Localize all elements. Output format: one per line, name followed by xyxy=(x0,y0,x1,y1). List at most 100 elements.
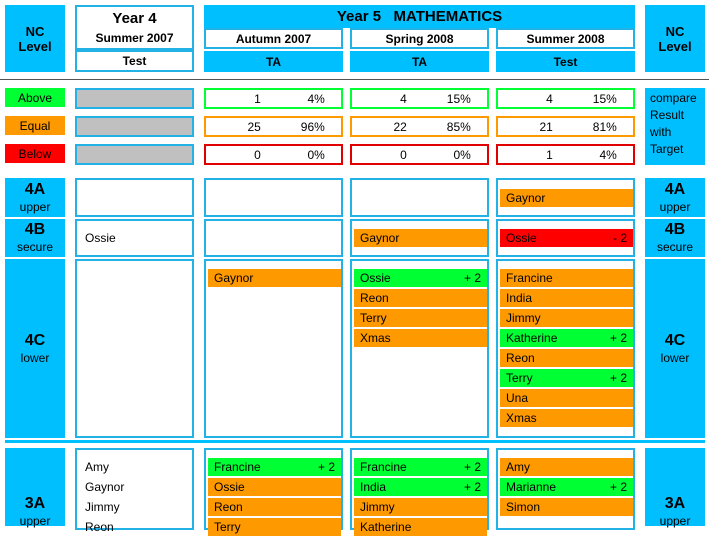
nc-level-header-right: NC Level xyxy=(645,5,705,72)
year4-4b-cell xyxy=(75,219,194,257)
student-pill: Amy xyxy=(500,458,633,476)
level-band: upper xyxy=(659,514,691,528)
student-name: Ossie xyxy=(506,231,537,245)
nc-level-label: NC Level xyxy=(658,23,692,54)
student-name: Xmas xyxy=(506,411,537,425)
percent: 96% xyxy=(300,119,325,134)
level-code: 4B xyxy=(24,221,46,238)
student-name: Terry xyxy=(214,520,241,534)
student-pill: Xmas xyxy=(500,409,633,427)
percent: 0% xyxy=(453,147,471,162)
summer-above-stat: 4 15% xyxy=(496,88,635,109)
student-pill: India + 2 xyxy=(354,478,487,496)
year4-name: Jimmy xyxy=(85,500,120,514)
year4-name: Amy xyxy=(85,460,109,474)
percent: 15% xyxy=(446,91,471,106)
level-code: 4A xyxy=(24,180,46,198)
student-name: Jimmy xyxy=(506,311,541,325)
student-pill: Ossie - 2 xyxy=(500,229,633,247)
student-pill: Ossie + 2 xyxy=(354,269,487,287)
equal-label: Equal xyxy=(5,116,65,135)
student-name: Francine xyxy=(214,460,261,474)
percent: 4% xyxy=(599,147,617,162)
above-label: Above xyxy=(5,88,65,107)
student-delta: + 2 xyxy=(609,480,627,494)
level-4b-right: 4B secure xyxy=(645,219,705,257)
student-name: Una xyxy=(506,391,529,405)
student-delta: + 2 xyxy=(317,460,335,474)
student-pill: Ossie xyxy=(208,478,341,496)
year4-4a-cell xyxy=(75,178,194,217)
autumn-4a-cell xyxy=(204,178,343,217)
student-pill: Francine + 2 xyxy=(208,458,341,476)
autumn-term-label: Autumn 2007 xyxy=(204,28,343,49)
year4-header: Year 4 Summer 2007 xyxy=(75,5,194,50)
level-4c-left: 4C lower xyxy=(5,259,65,438)
student-pill: Reon xyxy=(208,498,341,516)
student-name: Xmas xyxy=(360,331,391,345)
student-pill: Terry xyxy=(208,518,341,536)
level-code: 4C xyxy=(24,331,46,349)
autumn-type: TA xyxy=(204,51,343,72)
student-name: Gaynor xyxy=(360,231,400,245)
level-4a-right: 4A upper xyxy=(645,178,705,217)
spring-below-stat: 0 0% xyxy=(350,144,489,165)
student-name: Reon xyxy=(360,291,389,305)
summer-term-label: Summer 2008 xyxy=(496,28,635,49)
nc-level-header-left: NC Level xyxy=(5,5,65,72)
level-band: secure xyxy=(656,240,694,254)
percent: 4% xyxy=(307,91,325,106)
nc-level-label: NC Level xyxy=(18,23,52,54)
student-pill: Katherine xyxy=(354,518,487,536)
student-name: India xyxy=(506,291,533,305)
percent: 0% xyxy=(307,147,325,162)
summer-type: Test xyxy=(496,51,635,72)
student-pill: Xmas xyxy=(354,329,487,347)
year4-equal-blank xyxy=(75,116,194,137)
level-band: upper xyxy=(659,199,691,214)
percent: 15% xyxy=(592,91,617,106)
spring-equal-stat: 22 85% xyxy=(350,116,489,137)
count: 4 xyxy=(546,91,553,106)
count: 1 xyxy=(254,91,261,106)
header-divider xyxy=(0,79,709,80)
year4-title: Year 4 xyxy=(112,9,157,27)
student-pill: Terry + 2 xyxy=(500,369,633,387)
student-pill: Simon xyxy=(500,498,633,516)
autumn-equal-stat: 25 96% xyxy=(204,116,343,137)
autumn-above-stat: 1 4% xyxy=(204,88,343,109)
summer-equal-stat: 21 81% xyxy=(496,116,635,137)
student-pill: Gaynor xyxy=(354,229,487,247)
student-pill: Francine + 2 xyxy=(354,458,487,476)
student-delta: + 2 xyxy=(609,371,627,385)
student-name: Reon xyxy=(214,500,243,514)
student-pill: Francine xyxy=(500,269,633,287)
student-pill: Marianne + 2 xyxy=(500,478,633,496)
spring-term-label: Spring 2008 xyxy=(350,28,489,49)
compare-note: compare Result with Target xyxy=(645,88,705,165)
level-code: 3A xyxy=(24,495,46,512)
student-delta: - 2 xyxy=(612,231,627,245)
summer-4c-cell xyxy=(496,259,635,438)
level-band: upper xyxy=(19,199,51,214)
year5-title: Year 5 MATHEMATICS xyxy=(204,5,635,28)
level-4b-left: 4B secure xyxy=(5,219,65,257)
spring-type: TA xyxy=(350,51,489,72)
year4-type: Test xyxy=(75,50,194,72)
count: 4 xyxy=(400,91,407,106)
level-code: 4C xyxy=(664,331,686,349)
level-code: 3A xyxy=(664,495,686,512)
level-3a-right: 3A upper xyxy=(645,448,705,528)
student-pill: Reon xyxy=(500,349,633,367)
student-name: Francine xyxy=(360,460,407,474)
level-band: secure xyxy=(16,240,54,254)
year4-below-blank xyxy=(75,144,194,165)
student-name: Terry xyxy=(506,371,533,385)
year4-name: Reon xyxy=(85,520,114,534)
count: 0 xyxy=(254,147,261,162)
year4-term: Summer 2007 xyxy=(95,31,174,45)
year4-name: Gaynor xyxy=(85,480,125,494)
student-name: Marianne xyxy=(506,480,557,494)
student-name: Jimmy xyxy=(360,500,395,514)
spring-4a-cell xyxy=(350,178,489,217)
